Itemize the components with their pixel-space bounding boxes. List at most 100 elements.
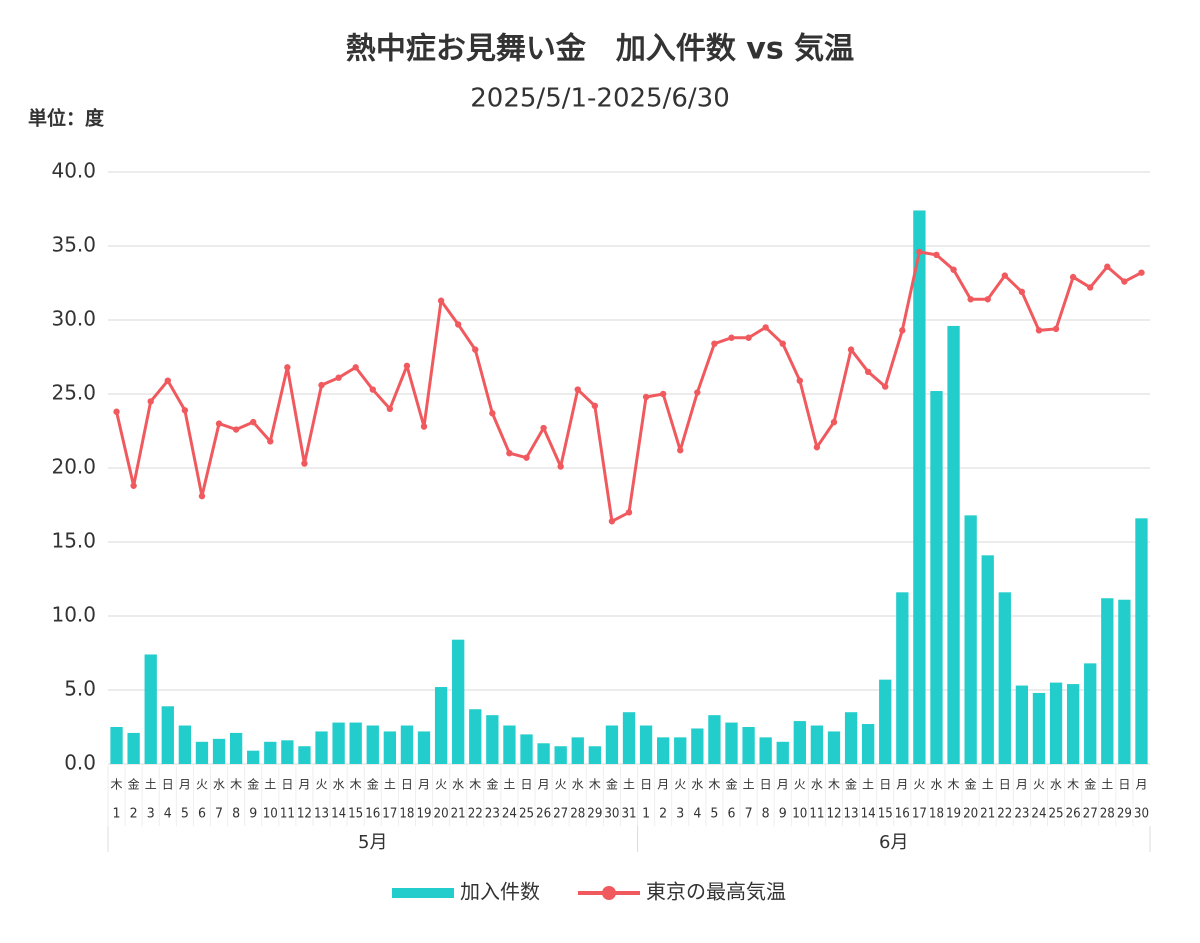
bar [229,732,243,764]
x-day-label: 8 [232,807,240,822]
y-tick-label: 30.0 [51,307,96,331]
line-point [967,296,974,303]
bar [110,727,123,764]
x-weekday-label: 火 [1033,778,1045,792]
legend-label: 加入件数 [460,880,540,904]
x-weekday-label: 月 [538,778,550,792]
x-day-label: 23 [485,807,500,822]
x-day-label: 16 [895,807,910,822]
bar [896,592,909,764]
line-point [369,386,376,393]
line-point [916,248,923,256]
line-point [1087,284,1094,291]
x-weekday-label: 木 [589,778,601,792]
bar [776,741,789,764]
x-day-label: 19 [946,807,961,822]
x-day-label: 5 [181,807,189,822]
bar [298,746,311,764]
x-day-label: 23 [1014,807,1029,822]
x-weekday-label: 水 [1050,778,1062,792]
bar [264,741,277,764]
line-point [642,393,650,401]
x-weekday-label: 水 [691,778,703,792]
bar [1049,682,1063,764]
legend-swatch [602,886,616,900]
bar [947,325,960,764]
bar [861,724,875,764]
x-weekday-label: 土 [982,778,994,792]
y-tick-label: 10.0 [51,603,96,627]
y-tick-label: 40.0 [51,159,96,183]
line-point [864,368,872,375]
line-point [950,266,957,273]
line-point [489,410,496,417]
x-weekday-label: 水 [811,778,823,792]
x-day-label: 29 [1117,807,1132,822]
x-day-label: 18 [399,807,414,822]
x-day-label: 7 [215,807,223,822]
x-weekday-label: 木 [1067,778,1079,792]
x-day-label: 1 [113,807,121,822]
line-point [335,374,342,381]
line-point [608,518,616,525]
x-day-label: 12 [297,807,312,822]
x-day-label: 28 [570,807,585,822]
x-day-label: 29 [587,807,602,822]
unit-label: 単位：度 [28,107,105,130]
x-day-label: 10 [263,807,278,822]
chart-subtitle: 2025/5/1-2025/6/30 [470,84,729,114]
x-weekday-label: 木 [708,778,720,792]
x-day-label: 6 [198,807,206,822]
x-day-label: 13 [844,807,859,822]
bar [1101,598,1114,764]
line-point [147,398,154,405]
bar [793,721,806,764]
line-point [847,346,855,353]
x-day-label: 24 [502,807,517,822]
x-weekday-label: 木 [350,778,362,792]
x-day-label: 17 [912,807,927,822]
x-weekday-label: 金 [128,777,140,792]
line-point [1018,288,1026,296]
x-weekday-label: 木 [469,778,481,792]
x-weekday-label: 水 [452,778,464,792]
x-day-label: 25 [1049,807,1064,822]
bar [178,725,192,764]
x-weekday-label: 火 [913,778,925,792]
line-point [1121,278,1128,285]
x-day-label: 22 [997,807,1012,822]
bar [588,746,601,764]
bar [759,737,772,764]
x-day-label: 22 [468,807,483,822]
x-weekday-label: 月 [298,778,310,792]
bar [161,706,174,764]
x-month-label: 5月 [358,832,387,853]
chart-title: 熱中症お見舞い金 加入件数 vs 気温 [346,32,854,67]
x-day-label: 6 [727,807,735,822]
line-point [1138,269,1145,276]
bar [725,722,738,764]
legend-label: 東京の最高気温 [646,880,786,904]
x-weekday-label: 火 [555,778,567,792]
line-point [933,251,940,259]
bar [879,679,892,764]
line-point [437,297,445,304]
x-day-label: 3 [676,807,684,822]
bar [810,725,824,764]
line-point [1104,263,1111,270]
bar [469,709,482,764]
x-weekday-label: 水 [333,778,345,792]
line-point [318,381,325,389]
x-day-label: 24 [1031,807,1046,822]
bar [742,727,755,764]
x-weekday-label: 土 [862,778,874,792]
line-point [694,389,701,396]
line-point [506,450,513,457]
line-point [899,327,906,334]
x-day-label: 17 [382,807,397,822]
line-point [232,426,240,433]
line-point [677,447,684,454]
bar [434,687,448,764]
bar [417,731,431,764]
x-day-label: 14 [331,807,346,822]
